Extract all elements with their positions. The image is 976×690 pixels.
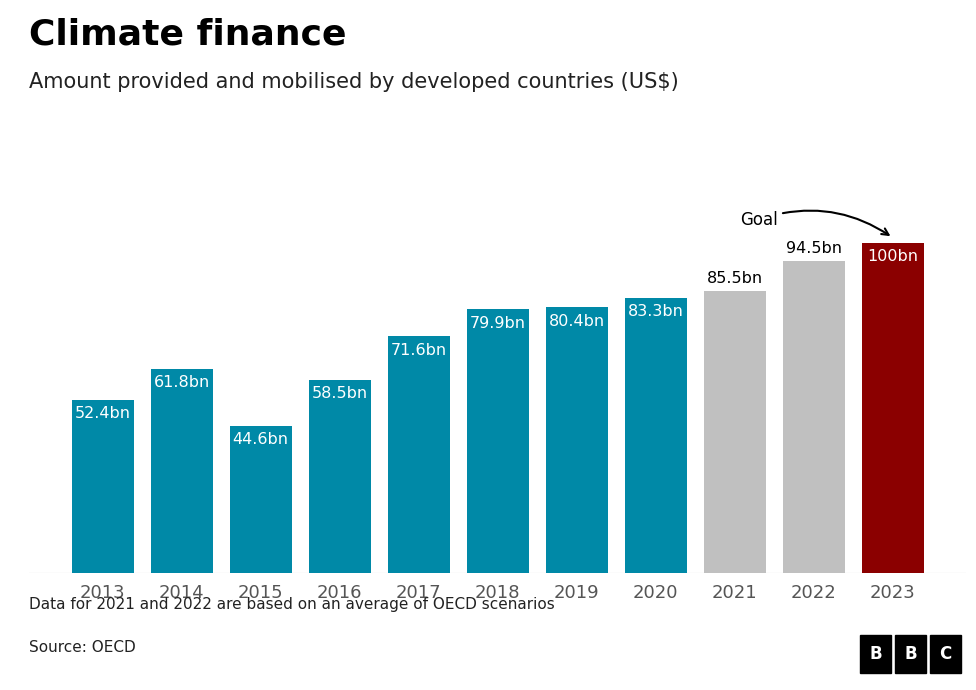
Text: 52.4bn: 52.4bn	[75, 406, 131, 422]
Text: Amount provided and mobilised by developed countries (US$): Amount provided and mobilised by develop…	[29, 72, 679, 92]
Bar	[704, 290, 765, 573]
Text: 61.8bn: 61.8bn	[153, 375, 210, 391]
Bar	[546, 307, 608, 573]
Bar	[72, 400, 134, 573]
Bar	[387, 337, 450, 573]
Text: C: C	[940, 644, 952, 663]
Bar	[309, 380, 371, 573]
Text: 85.5bn: 85.5bn	[707, 270, 763, 286]
Text: B: B	[870, 644, 881, 663]
Text: Climate finance: Climate finance	[29, 17, 346, 51]
Bar	[151, 368, 213, 573]
Text: Source: OECD: Source: OECD	[29, 640, 136, 656]
Text: 44.6bn: 44.6bn	[232, 432, 289, 447]
Text: 80.4bn: 80.4bn	[549, 314, 605, 329]
Text: 83.3bn: 83.3bn	[628, 304, 684, 319]
Bar	[230, 426, 292, 573]
Bar	[783, 261, 844, 573]
Bar	[862, 243, 923, 573]
Text: Data for 2021 and 2022 are based on an average of OECD scenarios: Data for 2021 and 2022 are based on an a…	[29, 597, 555, 612]
Bar	[625, 298, 686, 573]
Text: Goal: Goal	[740, 210, 888, 235]
Text: 71.6bn: 71.6bn	[390, 343, 447, 358]
Text: 100bn: 100bn	[868, 249, 918, 264]
Text: 58.5bn: 58.5bn	[311, 386, 368, 402]
Bar	[467, 309, 529, 573]
Text: B: B	[905, 644, 916, 663]
Text: 94.5bn: 94.5bn	[786, 241, 842, 256]
Text: 79.9bn: 79.9bn	[469, 315, 526, 331]
